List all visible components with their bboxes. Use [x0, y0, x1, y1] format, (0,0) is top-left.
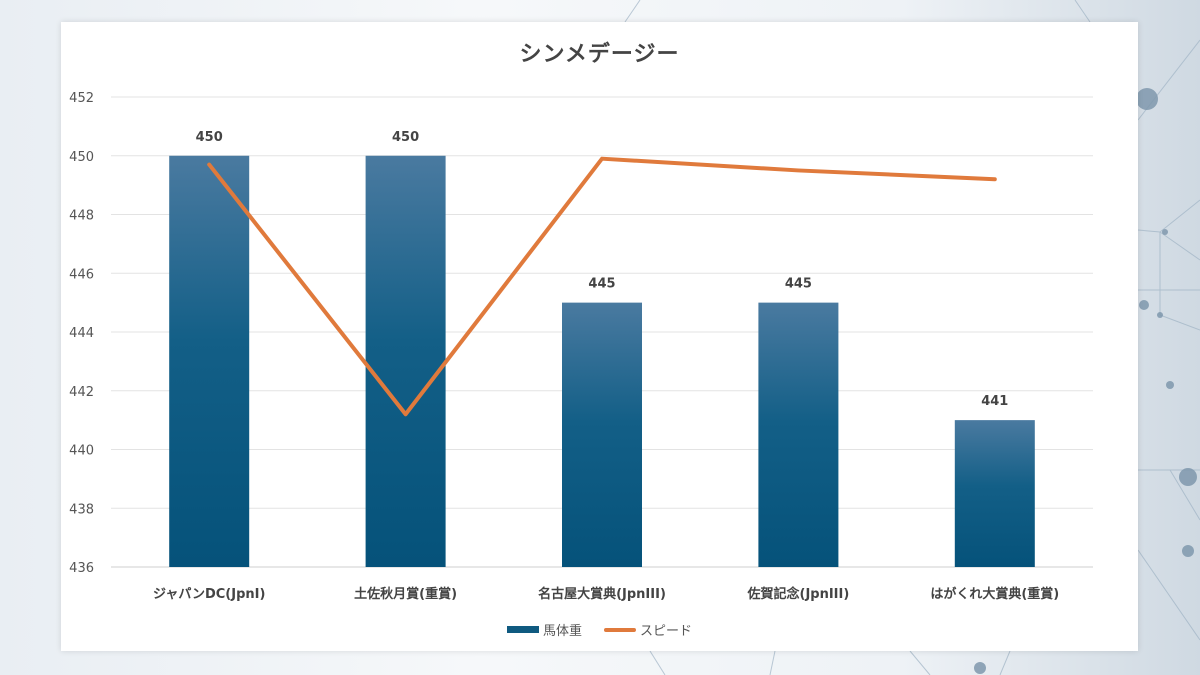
bar: [758, 302, 839, 567]
bar: [365, 155, 446, 567]
chart-legend: 馬体重 スピード: [61, 620, 1138, 639]
x-category-label: 佐賀記念(JpnIII): [747, 586, 850, 602]
legend-item-bar: 馬体重: [506, 620, 582, 639]
data-label: 445: [785, 277, 812, 292]
legend-label-line: スピード: [640, 624, 693, 639]
legend-item-line: スピード: [604, 620, 692, 639]
bar: [954, 420, 1035, 567]
y-tick-label: 436: [69, 561, 94, 576]
legend-swatch-line: [604, 627, 636, 632]
data-label: 441: [981, 394, 1008, 409]
chart-plot: 452 450 448 446 444 442 440 438 436 450 450 445 445…: [69, 91, 1093, 602]
chart-panel: 452 450 448 446 444 442 440 438 436 450 450 445 445…: [61, 22, 1138, 651]
data-label: 445: [588, 277, 615, 292]
x-category-label: ジャパンDC(JpnI): [153, 587, 265, 602]
data-label: 450: [392, 130, 419, 145]
y-tick-label: 448: [69, 209, 94, 224]
legend-swatch-bar: [506, 626, 539, 633]
y-tick-label: 450: [69, 150, 94, 165]
bar: [169, 155, 250, 567]
y-tick-label: 444: [69, 326, 94, 341]
x-category-label: 土佐秋月賞(重賞): [354, 586, 457, 602]
y-tick-label: 442: [69, 385, 94, 400]
data-label: 450: [196, 130, 223, 145]
y-tick-label: 446: [69, 267, 94, 282]
y-tick-label: 452: [69, 91, 94, 106]
x-category-label: はがくれ大賞典(重賞): [930, 586, 1059, 602]
y-tick-label: 438: [69, 502, 94, 517]
legend-label-bar: 馬体重: [542, 624, 582, 639]
chart-title: シンメデージー: [519, 42, 680, 67]
x-category-label: 名古屋大賞典(JpnIII): [538, 586, 666, 602]
line-series-speed: [207, 156, 997, 417]
bar: [562, 302, 642, 567]
y-tick-label: 440: [69, 444, 94, 459]
